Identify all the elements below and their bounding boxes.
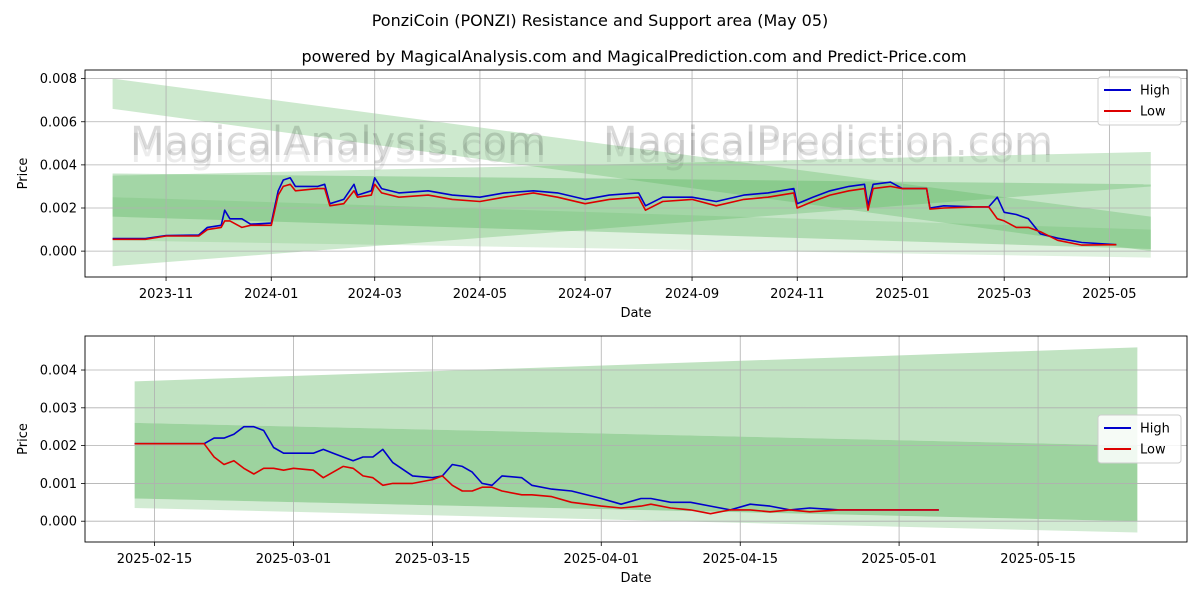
legend: High Low	[1097, 76, 1182, 126]
watermark: MagicalAnalysis.com	[130, 119, 546, 165]
x-tick-label: 2025-01	[875, 287, 929, 302]
legend-label-low: Low	[1140, 105, 1166, 120]
x-tick-label: 2024-09	[665, 287, 719, 302]
x-tick-label: 2024-03	[348, 287, 402, 302]
x-tick-label: 2025-05	[1082, 287, 1136, 302]
x-tick-label: 2024-05	[453, 287, 507, 302]
x-tick-label: 2025-05-15	[1000, 552, 1076, 567]
bottom-chart-panel: 2025-02-15 2025-03-01 2025-03-15 2025-04-01…	[16, 119, 1188, 586]
series-line-low	[134, 442, 939, 515]
chart-title: PonziCoin (PONZI) Resistance and Support…	[372, 11, 829, 30]
watermark: MagicalAnalysis.com	[130, 126, 546, 172]
watermarks: MagicalAnalysis.com MagicalPrediction.com	[130, 126, 1053, 172]
band-2	[134, 422, 1138, 522]
y-tick-label: 0.003	[40, 401, 77, 416]
band-3	[134, 498, 1138, 533]
x-tick-label: 2023-11	[139, 287, 193, 302]
support-resistance-bands	[112, 78, 1151, 267]
legend: High Low	[1097, 414, 1182, 464]
y-tick-label: 0.001	[40, 477, 77, 492]
x-tick-label: 2024-11	[770, 287, 824, 302]
y-tick-label: 0.004	[40, 158, 77, 173]
band-1	[134, 404, 1138, 446]
y-tick-label: 0.002	[40, 202, 77, 217]
series-line-low	[112, 183, 1117, 246]
y-tick-label: 0.008	[40, 72, 77, 87]
y-tick-label: 0.000	[40, 515, 77, 530]
axes-frame	[84, 69, 1188, 278]
x-tick-label: 2025-05-01	[861, 552, 937, 567]
band-1	[112, 151, 1151, 267]
top-chart-panel: 2023-11 2024-01 2024-03 2024-05 2024-07 2024-…	[16, 69, 1188, 321]
y-tick-label: 0.004	[40, 364, 77, 379]
x-tick-label: 2024-01	[244, 287, 298, 302]
x-axis-label: Date	[620, 571, 651, 586]
watermark: MagicalAnalysis.com	[130, 119, 546, 165]
y-axis-label: Price	[16, 423, 31, 455]
series-lines	[134, 425, 939, 515]
watermarks: MagicalAnalysis.com MagicalPrediction.com…	[130, 119, 1053, 165]
x-tick-label: 2025-04-01	[563, 552, 639, 567]
y-axis-label: Price	[16, 158, 31, 190]
watermark: MagicalPrediction.com	[603, 126, 1053, 172]
axes-frame	[84, 335, 1188, 543]
grid: 2023-11 2024-01 2024-03 2024-05 2024-07 2024-…	[40, 70, 1187, 302]
support-resistance-bands	[134, 347, 1138, 533]
y-tick-label: 0.002	[40, 439, 77, 454]
watermark: MagicalPrediction.com	[603, 119, 1053, 165]
x-tick-label: 2025-03-15	[395, 552, 471, 567]
legend-label-high: High	[1140, 84, 1170, 99]
legend-label-high: High	[1140, 422, 1170, 437]
x-tick-label: 2024-07	[558, 287, 612, 302]
y-tick-label: 0.000	[40, 245, 77, 260]
band-3	[112, 197, 1151, 258]
watermark: MagicalPrediction.com	[603, 119, 1053, 165]
series-lines	[112, 177, 1117, 246]
x-tick-label: 2025-03-01	[256, 552, 332, 567]
x-tick-label: 2025-03	[977, 287, 1031, 302]
legend-label-low: Low	[1140, 443, 1166, 458]
y-tick-label: 0.006	[40, 115, 77, 130]
band-0	[134, 347, 1138, 408]
chart-subtitle: powered by MagicalAnalysis.com and Magic…	[301, 47, 966, 66]
series-line-high	[134, 425, 939, 511]
x-axis-label: Date	[620, 306, 651, 321]
grid: 2025-02-15 2025-03-01 2025-03-15 2025-04-01…	[40, 336, 1187, 567]
x-tick-label: 2025-02-15	[117, 552, 193, 567]
x-tick-label: 2025-04-15	[702, 552, 778, 567]
